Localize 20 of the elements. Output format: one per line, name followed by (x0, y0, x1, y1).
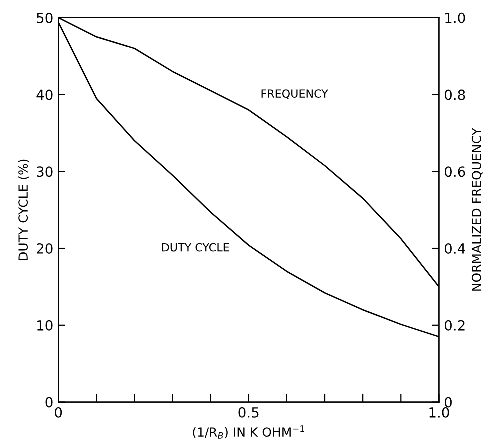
y2-tick-label: 0.2 (444, 320, 465, 331)
annotation: FREQUENCY (262, 90, 328, 100)
y-axis-title: DUTY CYCLE (%) (18, 160, 30, 260)
y-tick-label: 10 (38, 320, 53, 331)
y-tick-label: 40 (36, 90, 53, 100)
y2-axis-title: NORMALIZED FREQUENCY (472, 128, 483, 291)
y-tick-label: 30 (37, 166, 53, 178)
y-tick-label: 20 (37, 244, 53, 254)
y2-tick-label: 0.6 (444, 166, 466, 178)
y-tick-label: 0 (46, 397, 53, 408)
y2-tick-label: 1.0 (446, 12, 466, 24)
y2-tick-label: 0.4 (444, 244, 466, 254)
y2-tick-label: 0.8 (444, 90, 466, 100)
x-tick-label: 1.0 (430, 407, 450, 418)
x-axis-title: (1/R$_{B}$) IN K OHM$^{−1}$ (193, 426, 304, 439)
x-tick-label: 0.5 (238, 407, 259, 418)
y2-tick-label: 0 (444, 397, 452, 408)
annotation: DUTY CYCLE (162, 243, 230, 252)
x-tick-label: 0 (55, 407, 62, 418)
y-tick-label: 50 (37, 12, 53, 24)
